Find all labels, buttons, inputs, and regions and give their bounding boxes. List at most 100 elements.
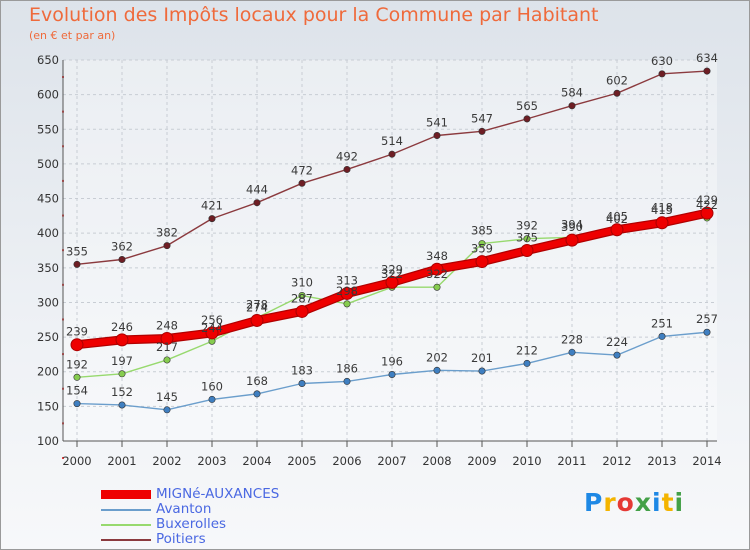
plot-area	[63, 60, 717, 441]
data-label: 152	[111, 385, 133, 399]
data-label: 418	[651, 201, 673, 215]
data-point	[160, 331, 174, 345]
chart-subtitle: (en € et par an)	[29, 29, 116, 42]
data-label: 492	[336, 149, 358, 163]
proxiti-logo: Proxiti	[584, 488, 684, 517]
y-tick-label: 100	[37, 434, 59, 448]
data-label: 385	[471, 224, 493, 238]
x-tick-label: 2003	[197, 454, 226, 468]
data-point	[703, 328, 711, 336]
data-point	[208, 395, 216, 403]
data-label: 224	[606, 335, 628, 349]
legend-swatch	[101, 490, 151, 499]
legend-label: Poitiers	[156, 531, 206, 547]
data-point	[295, 304, 309, 318]
data-label: 444	[246, 183, 268, 197]
x-tick-label: 2000	[62, 454, 91, 468]
data-label: 298	[336, 284, 358, 298]
y-tick-label: 200	[37, 365, 59, 379]
x-tick-label: 2011	[557, 454, 586, 468]
x-tick-label: 2008	[422, 454, 451, 468]
data-label: 196	[381, 354, 403, 368]
data-label: 405	[606, 210, 628, 224]
data-point	[475, 255, 489, 269]
data-label: 584	[561, 86, 583, 100]
data-label: 244	[201, 321, 223, 335]
data-label: 287	[291, 291, 313, 305]
data-label: 160	[201, 379, 223, 393]
data-label: 186	[336, 361, 358, 375]
data-point	[613, 89, 621, 97]
y-tick-label: 550	[37, 122, 59, 136]
logo-letter: i	[652, 488, 662, 517]
y-tick-label: 450	[37, 192, 59, 206]
data-point	[610, 223, 624, 237]
data-point	[658, 332, 666, 340]
data-label: 514	[381, 134, 403, 148]
data-point	[433, 132, 441, 140]
data-point	[430, 262, 444, 276]
data-point	[703, 67, 711, 75]
data-point	[70, 338, 84, 352]
logo-letter: i	[674, 488, 685, 517]
legend-label: Avanton	[156, 501, 212, 517]
data-label: 322	[426, 267, 448, 281]
data-label: 392	[516, 219, 538, 233]
x-tick-label: 2002	[152, 454, 181, 468]
data-label: 246	[111, 320, 133, 334]
data-label: 602	[606, 73, 628, 87]
data-point	[250, 313, 264, 327]
data-point	[340, 286, 354, 300]
x-tick-label: 2006	[332, 454, 361, 468]
data-point	[208, 215, 216, 223]
y-tick-label: 300	[37, 295, 59, 309]
x-tick-label: 2010	[512, 454, 541, 468]
legend-swatch	[101, 539, 151, 541]
data-point	[298, 179, 306, 187]
data-point	[73, 400, 81, 408]
data-point	[163, 406, 171, 414]
data-label: 422	[696, 198, 718, 212]
data-label: 202	[426, 350, 448, 364]
data-label: 154	[66, 384, 88, 398]
data-point	[523, 359, 531, 367]
data-point	[433, 366, 441, 374]
legend-label: MIGNé-AUXANCES	[156, 486, 280, 502]
data-point	[658, 70, 666, 78]
data-point	[655, 216, 669, 230]
data-point	[523, 115, 531, 123]
data-label: 212	[516, 343, 538, 357]
x-tick-label: 2007	[377, 454, 406, 468]
data-label: 362	[111, 240, 133, 254]
data-point	[118, 370, 126, 378]
data-point	[478, 240, 486, 248]
y-tick-label: 650	[37, 53, 59, 67]
data-label: 310	[291, 276, 313, 290]
x-tick-label: 2012	[602, 454, 631, 468]
data-label: 192	[66, 357, 88, 371]
y-tick-label: 350	[37, 261, 59, 275]
data-label: 251	[651, 316, 673, 330]
data-label: 394	[561, 217, 583, 231]
data-point	[73, 373, 81, 381]
x-tick-label: 2001	[107, 454, 136, 468]
y-tick-label: 500	[37, 157, 59, 171]
data-point	[520, 244, 534, 257]
data-point	[253, 390, 261, 398]
data-label: 421	[201, 199, 223, 213]
data-point	[433, 283, 441, 291]
data-label: 228	[561, 332, 583, 346]
data-point	[163, 242, 171, 250]
data-point	[73, 260, 81, 268]
data-label: 168	[246, 374, 268, 388]
data-point	[115, 333, 129, 347]
data-label: 541	[426, 116, 448, 130]
logo-letter: t	[661, 488, 675, 517]
data-label: 145	[156, 390, 178, 404]
data-label: 547	[471, 111, 493, 125]
logo-letter: r	[603, 488, 617, 517]
data-point	[385, 275, 399, 289]
data-point	[205, 326, 219, 340]
